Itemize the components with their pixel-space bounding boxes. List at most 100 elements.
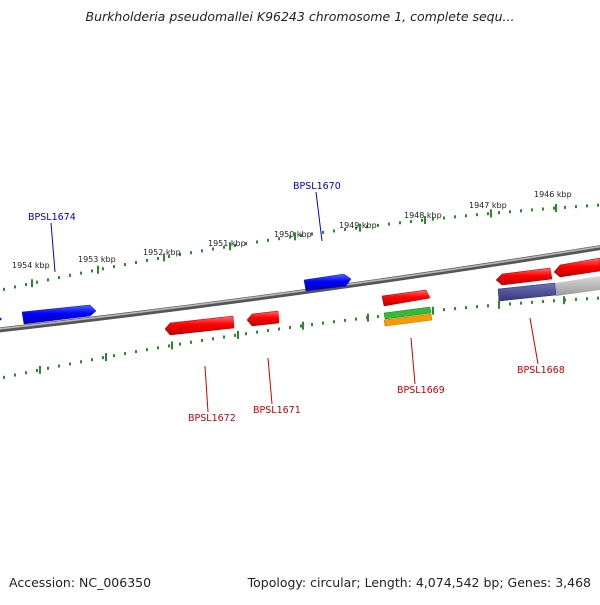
leader-line-BPSL1671 <box>267 357 273 405</box>
inner-ruler-minor-tick <box>3 375 5 379</box>
gene-label-BPSL1674[interactable]: BPSL1674 <box>28 212 76 223</box>
gene-label-BPSL1668[interactable]: BPSL1668 <box>517 365 565 376</box>
outer-ruler-minor-tick <box>553 206 555 210</box>
outer-ruler-minor-tick <box>476 213 478 217</box>
outer-ruler-major-tick <box>359 223 361 232</box>
inner-ruler-minor-tick <box>333 320 335 324</box>
outer-ruler-minor-tick <box>586 204 588 208</box>
gene-feature-BPSL1672[interactable] <box>164 315 235 336</box>
inner-ruler-minor-tick <box>278 327 280 331</box>
outer-ruler-minor-tick <box>58 276 60 280</box>
outer-ruler-minor-tick <box>355 226 357 230</box>
inner-ruler-minor-tick <box>267 329 269 333</box>
gene-label-BPSL1672[interactable]: BPSL1672 <box>188 413 236 424</box>
gene-label-BPSL1671[interactable]: BPSL1671 <box>253 405 301 416</box>
outer-ruler-minor-tick <box>278 237 280 241</box>
inner-ruler-minor-tick <box>47 366 49 370</box>
feature-navy-bar[interactable] <box>497 282 557 302</box>
outer-ruler-minor-tick <box>25 283 27 287</box>
outer-ruler-minor-tick <box>3 287 5 291</box>
outer-ruler-minor-tick <box>542 207 544 211</box>
outer-ruler-minor-tick <box>377 223 379 227</box>
gene-label-BPSL1669[interactable]: BPSL1669 <box>397 385 445 396</box>
outer-ruler-major-ticks <box>31 204 557 288</box>
outer-ruler-minor-tick <box>47 278 49 282</box>
tick-label-1954: 1954 kbp <box>12 261 50 270</box>
outer-ruler-minor-tick <box>421 218 423 222</box>
inner-ruler-minor-tick <box>113 354 115 358</box>
tick-label-1947: 1947 kbp <box>469 201 507 210</box>
outer-ruler-minor-tick <box>91 269 93 273</box>
inner-ruler-minor-tick <box>377 315 379 319</box>
inner-ruler-minor-tick <box>14 373 16 377</box>
inner-ruler-minor-tick <box>212 337 214 341</box>
tick-label-1950: 1950 kbp <box>274 230 312 239</box>
genome-summary-text: Topology: circular; Length: 4,074,542 bp… <box>247 575 591 590</box>
gene-feature-BPSL1669[interactable] <box>381 289 431 307</box>
inner-ruler-major-tick <box>563 296 565 305</box>
inner-ruler-minor-tick <box>344 318 346 322</box>
tick-label-1948: 1948 kbp <box>404 211 442 220</box>
gene-feature-BPSL1671[interactable] <box>246 310 280 327</box>
inner-ruler-minor-tick <box>234 333 236 337</box>
gene-feature-BPSL1670[interactable] <box>303 273 352 292</box>
feature-orange-bar[interactable] <box>383 313 433 327</box>
gene-feature-left-partial[interactable] <box>0 315 2 323</box>
inner-ruler-minor-tick <box>443 308 445 312</box>
inner-ruler-minor-tick <box>520 301 522 305</box>
inner-ruler-major-tick <box>367 313 369 322</box>
outer-ruler-major-tick <box>424 215 426 224</box>
gene-label-BPSL1670[interactable]: BPSL1670 <box>293 181 341 192</box>
inner-ruler-minor-tick <box>575 297 577 301</box>
inner-ruler-minor-tick <box>102 356 104 360</box>
inner-ruler-minor-tick <box>454 307 456 311</box>
inner-ruler-minor-tick <box>586 297 588 301</box>
outer-ruler: 1954 kbp 1953 kbp 1952 kbp 1951 kbp 1950… <box>3 190 599 291</box>
outer-ruler-major-tick <box>229 242 231 251</box>
inner-ruler-minor-tick <box>201 339 203 343</box>
gene-feature-BPSL1674[interactable] <box>21 304 97 325</box>
feature-green-bar[interactable] <box>383 306 432 320</box>
map-title: Burkholderia pseudomallei K96243 chromos… <box>85 9 515 24</box>
tick-label-1953: 1953 kbp <box>78 255 116 264</box>
outer-ruler-minor-tick <box>520 209 522 213</box>
outer-ruler-major-tick <box>163 253 165 262</box>
gene-feature-right-partial[interactable] <box>553 257 600 278</box>
outer-ruler-minor-tick <box>113 265 115 269</box>
inner-ruler-minor-tick <box>311 323 313 327</box>
outer-ruler-minor-tick <box>212 247 214 251</box>
outer-ruler-minor-tick <box>597 203 599 207</box>
inner-ruler-minor-tick <box>91 358 93 362</box>
outer-ruler-major-tick <box>490 209 492 218</box>
outer-ruler-minor-tick <box>135 261 137 265</box>
feature-gray-bar[interactable] <box>556 276 600 296</box>
outer-ruler-minor-tick <box>80 271 82 275</box>
inner-ruler-minor-tick <box>322 321 324 325</box>
outer-ruler-minor-tick <box>443 216 445 220</box>
outer-ruler-minor-tick <box>168 255 170 259</box>
outer-ruler-minor-tick <box>289 235 291 239</box>
outer-ruler-minor-tick <box>157 256 159 260</box>
inner-ruler-minor-tick <box>553 299 555 303</box>
inner-ruler-major-tick <box>302 321 304 330</box>
outer-ruler-minor-tick <box>564 205 566 209</box>
inner-ruler-minor-tick <box>58 364 60 368</box>
tick-label-1952: 1952 kbp <box>143 248 181 257</box>
tick-label-1949: 1949 kbp <box>339 221 377 230</box>
inner-ruler-minor-tick <box>465 306 467 310</box>
outer-ruler-minor-tick <box>333 229 335 233</box>
inner-ruler-major-tick <box>171 341 173 350</box>
tick-label-1946: 1946 kbp <box>534 190 572 199</box>
gene-feature-BPSL1668[interactable] <box>495 267 553 286</box>
outer-ruler-minor-ticks <box>3 203 599 291</box>
inner-ruler-minor-tick <box>355 317 357 321</box>
outer-ruler-minor-tick <box>575 205 577 209</box>
outer-ruler-minor-tick <box>102 267 104 271</box>
inner-ruler-minor-tick <box>124 352 126 356</box>
inner-ruler-major-ticks <box>39 296 565 374</box>
outer-ruler-minor-tick <box>531 208 533 212</box>
accession-text: Accession: NC_006350 <box>9 575 152 590</box>
outer-ruler-minor-tick <box>146 258 148 262</box>
